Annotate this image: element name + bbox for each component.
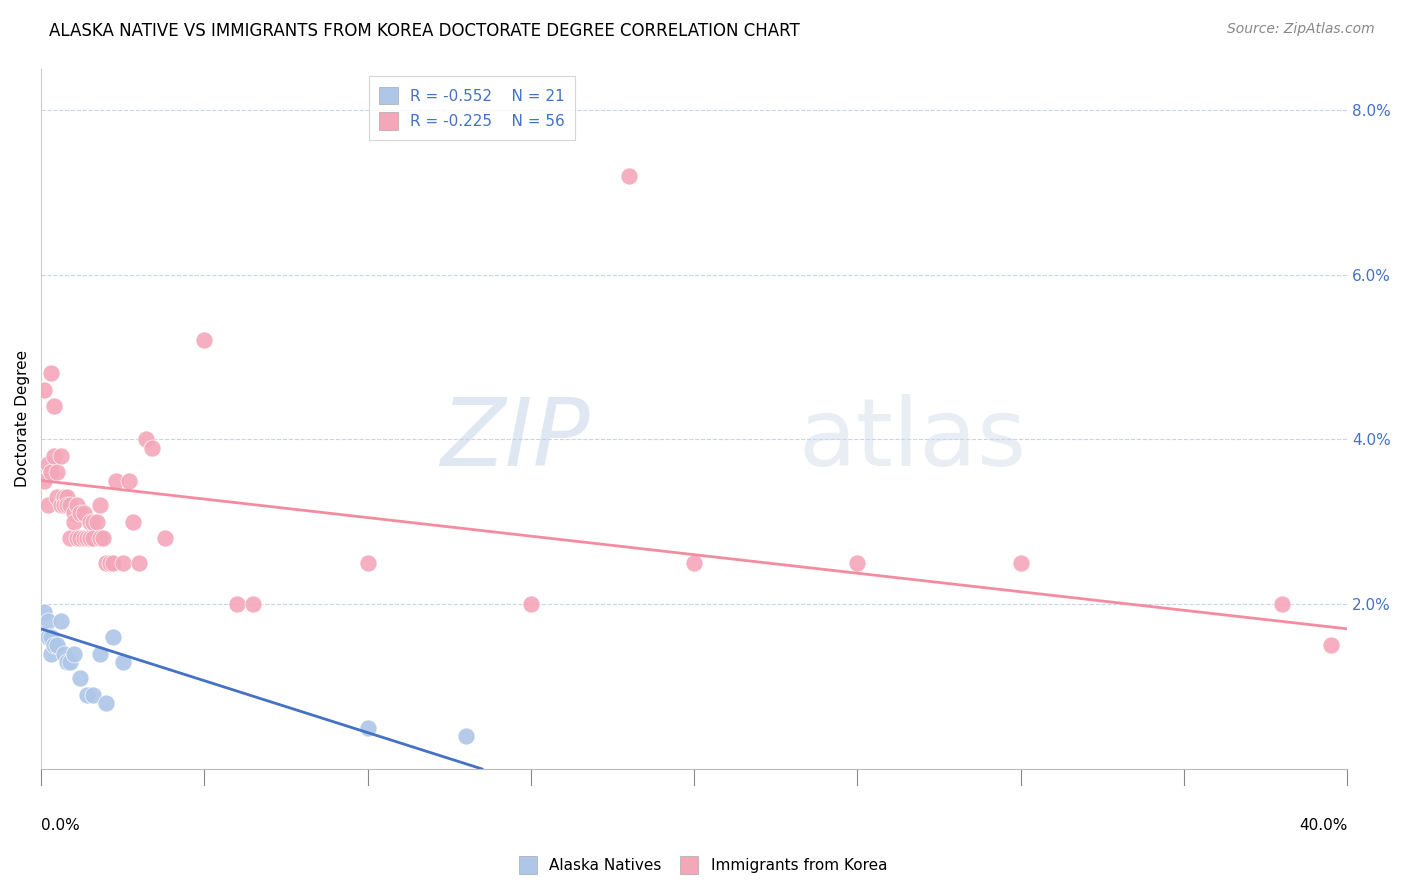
Point [56,655,79,669]
Point [118,474,141,488]
Point [49,449,72,463]
Point [59,498,82,512]
Text: 0.0%: 0.0% [41,818,80,833]
Point [1271,597,1294,611]
Point [82,515,104,529]
Point [153,531,176,545]
Point [37,498,59,512]
Point [37,630,59,644]
Point [846,556,869,570]
Point [135,433,157,447]
Point [49,614,72,628]
Point [1010,556,1032,570]
Text: atlas: atlas [799,393,1026,486]
Point [121,515,143,529]
Y-axis label: Doctorate Degree: Doctorate Degree [15,351,30,487]
Point [37,614,59,628]
Point [52,498,75,512]
Point [56,490,79,504]
Point [193,334,215,348]
Point [141,441,163,455]
Point [34,383,56,397]
Point [76,688,98,702]
Text: ALASKA NATIVE VS IMMIGRANTS FROM KOREA DOCTORATE DEGREE CORRELATION CHART: ALASKA NATIVE VS IMMIGRANTS FROM KOREA D… [49,22,800,40]
Point [49,498,72,512]
Point [111,556,134,570]
Point [39,465,62,479]
Point [89,531,111,545]
Text: Source: ZipAtlas.com: Source: ZipAtlas.com [1227,22,1375,37]
Point [79,515,101,529]
Point [69,671,91,685]
Legend: R = -0.552    N = 21, R = -0.225    N = 56: R = -0.552 N = 21, R = -0.225 N = 56 [368,76,575,140]
Point [79,531,101,545]
Point [683,556,706,570]
Point [69,531,91,545]
Point [91,531,114,545]
Point [356,721,378,735]
Point [56,498,79,512]
Point [96,696,118,710]
Point [101,556,124,570]
Point [46,490,69,504]
Point [66,531,89,545]
Legend: Alaska Natives, Immigrants from Korea: Alaska Natives, Immigrants from Korea [513,850,893,880]
Point [111,655,134,669]
Point [44,449,66,463]
Point [89,647,111,661]
Point [86,515,108,529]
Point [39,647,62,661]
Point [46,465,69,479]
Point [617,169,640,183]
Point [72,531,94,545]
Point [96,556,118,570]
Point [69,507,91,521]
Point [52,647,75,661]
Point [37,457,59,471]
Text: ZIP: ZIP [440,394,589,485]
Point [454,729,477,743]
Point [101,630,124,644]
Point [59,655,82,669]
Point [34,605,56,619]
Point [76,531,98,545]
Text: 40.0%: 40.0% [1299,818,1347,833]
Point [44,638,66,652]
Point [98,556,121,570]
Point [356,556,378,570]
Point [105,474,128,488]
Point [226,597,249,611]
Point [62,515,84,529]
Point [89,498,111,512]
Point [66,498,89,512]
Point [82,531,104,545]
Point [52,490,75,504]
Point [39,367,62,381]
Point [1320,638,1343,652]
Point [128,556,150,570]
Point [520,597,543,611]
Point [62,507,84,521]
Point [44,400,66,414]
Point [62,647,84,661]
Point [39,630,62,644]
Point [59,531,82,545]
Point [34,474,56,488]
Point [242,597,264,611]
Point [82,688,104,702]
Point [46,638,69,652]
Point [72,507,94,521]
